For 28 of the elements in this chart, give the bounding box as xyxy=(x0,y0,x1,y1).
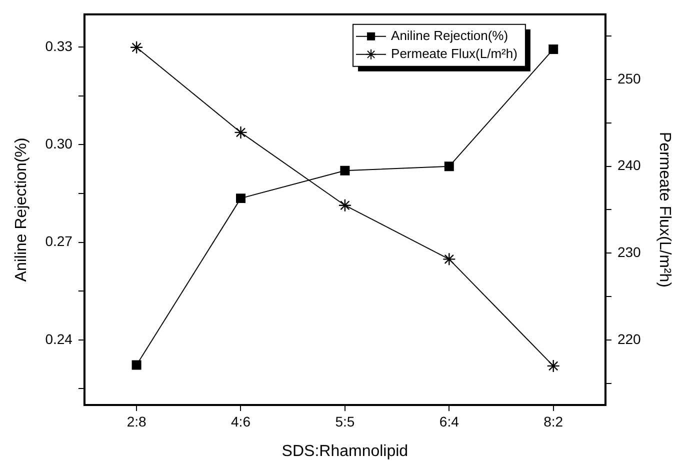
point xyxy=(130,40,144,54)
x-tick-label: 5:5 xyxy=(335,413,355,430)
point xyxy=(338,198,352,212)
y-tick-label: 0.24 xyxy=(45,330,73,347)
point xyxy=(340,166,350,176)
legend-label: Permeate Flux(L/m²h) xyxy=(391,46,518,61)
point xyxy=(548,44,558,54)
y2-tick-label: 220 xyxy=(617,330,642,347)
point xyxy=(234,126,248,140)
y-tick-label: 0.33 xyxy=(45,38,73,54)
y-tick-label: 0.30 xyxy=(45,135,73,152)
y2-tick-label: 240 xyxy=(617,157,642,174)
point xyxy=(442,252,456,266)
x-tick-label: 4:6 xyxy=(231,413,251,430)
point xyxy=(444,162,454,172)
x-axis-title: SDS:Rhamnolipid xyxy=(282,442,408,460)
x-tick-label: 8:2 xyxy=(544,413,564,430)
point xyxy=(236,194,246,204)
y2-tick-label: 250 xyxy=(617,70,642,86)
y2-axis-title: Permeate Flux(L/m²h) xyxy=(656,132,673,288)
y-tick-label: 0.27 xyxy=(45,233,73,250)
legend-label: Aniline Rejection(%) xyxy=(391,28,508,43)
y2-tick-label: 230 xyxy=(617,244,642,260)
y-axis-title: Aniline Rejection(%) xyxy=(13,138,30,282)
point xyxy=(546,359,560,373)
x-tick-label: 2:8 xyxy=(126,413,146,430)
x-tick-label: 6:4 xyxy=(439,413,460,430)
point xyxy=(132,360,142,370)
